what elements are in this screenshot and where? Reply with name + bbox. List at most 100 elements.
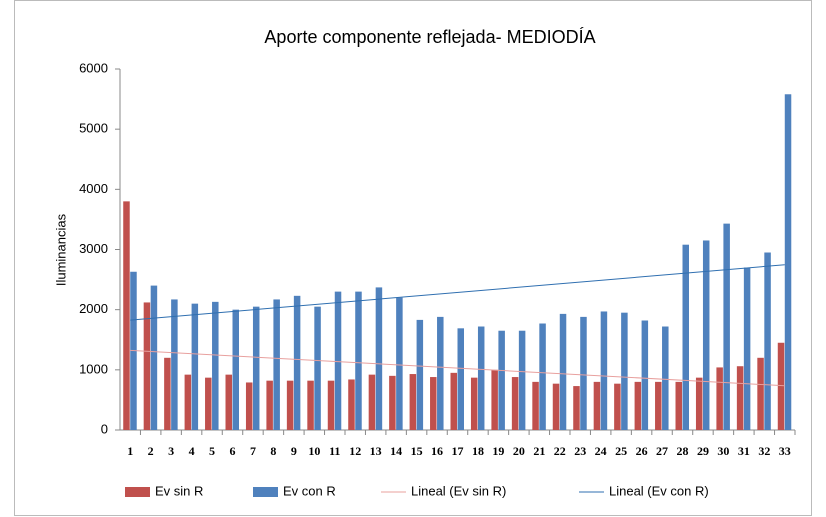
x-tick-label: 22 <box>554 444 566 458</box>
x-tick-label: 32 <box>758 444 770 458</box>
bar <box>736 366 744 430</box>
bar <box>573 386 580 430</box>
bar <box>416 319 424 430</box>
legend-swatch <box>125 487 150 497</box>
bar <box>293 295 301 430</box>
legend-label: Ev con R <box>283 483 336 498</box>
x-tick-label: 7 <box>250 444 256 458</box>
bar <box>477 326 485 430</box>
legend-label: Ev sin R <box>155 483 203 498</box>
bar <box>784 94 792 431</box>
x-tick-label: 28 <box>677 444 689 458</box>
bar <box>675 381 682 430</box>
bar <box>491 369 498 430</box>
x-tick-label: 30 <box>717 444 729 458</box>
bar <box>273 299 280 430</box>
trendline <box>130 264 785 321</box>
bar <box>498 330 505 430</box>
bar <box>171 299 178 430</box>
bar <box>307 380 314 430</box>
bar <box>621 312 628 430</box>
bar <box>143 302 151 430</box>
bar <box>539 323 546 430</box>
x-tick-label: 17 <box>452 444 464 458</box>
x-tick-label: 31 <box>738 444 750 458</box>
x-tick-label: 19 <box>492 444 504 458</box>
bar <box>511 377 519 430</box>
bar <box>327 380 335 430</box>
bar <box>702 240 710 430</box>
bar <box>150 285 158 430</box>
bar <box>368 374 376 430</box>
bar <box>777 342 785 430</box>
x-tick-label: 9 <box>291 444 297 458</box>
x-tick-label: 11 <box>329 444 340 458</box>
bar <box>205 377 212 430</box>
bar <box>212 301 219 430</box>
bar <box>614 383 621 430</box>
bar <box>518 330 526 430</box>
trendline <box>130 349 785 387</box>
bar <box>225 374 232 430</box>
bar <box>245 382 253 430</box>
bar <box>655 381 662 430</box>
bar <box>389 375 396 430</box>
y-tick-label: 1000 <box>79 361 108 376</box>
bar <box>716 367 723 430</box>
x-tick-label: 14 <box>390 444 402 458</box>
bar <box>457 328 464 430</box>
bar <box>641 320 649 430</box>
bar <box>266 380 273 430</box>
legend-label: Lineal (Ev sin R) <box>411 483 506 498</box>
bar <box>191 303 199 430</box>
legend-label: Lineal (Ev con R) <box>609 483 709 498</box>
x-tick-label: 12 <box>349 444 361 458</box>
x-tick-label: 26 <box>636 444 648 458</box>
x-tick-label: 2 <box>148 444 154 458</box>
y-axis-label: Iluminancias <box>53 213 68 286</box>
x-tick-label: 29 <box>697 444 709 458</box>
legend-swatch <box>253 487 278 497</box>
bar <box>723 223 730 430</box>
x-tick-label: 25 <box>615 444 627 458</box>
bar <box>764 252 771 430</box>
bar <box>375 287 383 430</box>
x-tick-label: 3 <box>168 444 174 458</box>
chart-frame <box>14 0 812 516</box>
x-tick-label: 27 <box>656 444 668 458</box>
bar <box>430 377 437 430</box>
chart-title: Aporte componente reflejada- MEDIODÍA <box>264 27 595 47</box>
x-tick-label: 33 <box>779 444 791 458</box>
bar <box>552 383 560 430</box>
bar <box>286 380 294 430</box>
bar <box>662 326 669 430</box>
x-tick-label: 18 <box>472 444 484 458</box>
x-tick-label: 6 <box>230 444 236 458</box>
bar <box>252 306 260 430</box>
x-tick-label: 20 <box>513 444 525 458</box>
bar <box>580 316 587 430</box>
bar <box>593 381 601 430</box>
bar <box>409 374 417 430</box>
bar <box>355 291 362 430</box>
bar <box>743 267 751 430</box>
bar <box>314 306 321 430</box>
bar <box>334 291 342 430</box>
x-tick-label: 23 <box>574 444 586 458</box>
bar <box>682 244 689 430</box>
y-tick-label: 5000 <box>79 121 108 136</box>
x-tick-label: 10 <box>308 444 320 458</box>
y-tick-label: 4000 <box>79 181 108 196</box>
x-tick-label: 4 <box>189 444 195 458</box>
bar <box>600 311 608 430</box>
bar <box>695 377 703 430</box>
bar <box>757 357 764 430</box>
x-tick-label: 15 <box>411 444 423 458</box>
bar <box>450 372 457 430</box>
x-tick-label: 24 <box>595 444 607 458</box>
x-tick-label: 16 <box>431 444 443 458</box>
bar <box>232 309 239 430</box>
bar <box>470 377 478 430</box>
bar <box>396 297 403 430</box>
